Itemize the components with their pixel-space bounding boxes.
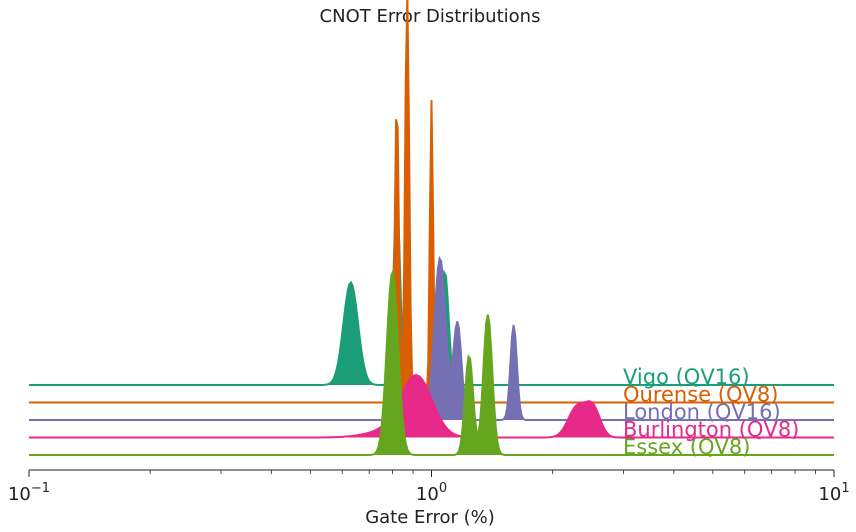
x-tick-label: 101 (818, 481, 849, 505)
x-axis: 10−1 100 101 (8, 469, 850, 505)
series-label-vigo: Vigo (QV16) (623, 365, 750, 389)
series-label-burlington: Burlington (QV8) (623, 418, 799, 442)
ridge-area-burlington (29, 375, 834, 438)
ridge-line-essex (29, 268, 834, 456)
ridge-line-burlington (29, 374, 834, 439)
series-label-ourense: Ourense (QV8) (623, 383, 778, 407)
x-axis-label: Gate Error (%) (365, 507, 495, 528)
series-label-layer: Vigo (QV16)Ourense (QV8)London (QV16)Bur… (623, 365, 799, 459)
ridge-area-ourense (29, 0, 834, 403)
chart-title: CNOT Error Distributions (320, 6, 541, 27)
series-label-london: London (QV16) (623, 400, 781, 424)
x-tick-label: 10−1 (8, 481, 50, 505)
ridge-layer (29, 0, 834, 456)
series-label-essex: Essex (QV8) (623, 435, 750, 459)
ridge-area-london (29, 258, 834, 420)
x-tick-label: 100 (416, 481, 447, 505)
ridge-line-london (29, 255, 834, 421)
ridge-line-ourense (29, 0, 834, 404)
